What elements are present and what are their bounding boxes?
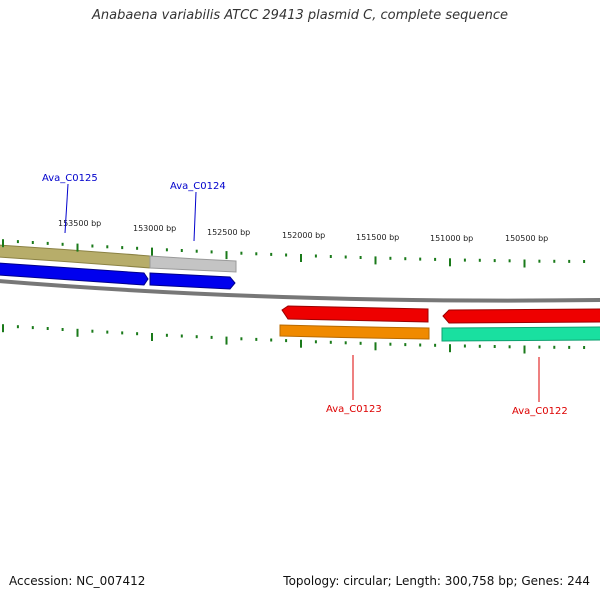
gene-label-ava-c0123[interactable]: Ava_C0123 [326, 404, 382, 415]
gene-arrow-ava-c0125[interactable] [0, 262, 149, 286]
tick-labels: 153500 bp 153000 bp 152500 bp 152000 bp … [58, 219, 548, 243]
tick-label-153500: 153500 bp [58, 219, 101, 228]
outer-tick-marks [2, 239, 586, 268]
cog-band-teal[interactable] [441, 326, 600, 342]
plasmid-backbone [0, 279, 600, 303]
leader-ava-c0124 [193, 191, 197, 242]
cog-band-grey[interactable] [149, 255, 237, 273]
gene-arrow-ava-c0123[interactable] [281, 305, 429, 323]
leader-ava-c0125 [64, 183, 69, 234]
gene-arrow-ava-c0122[interactable] [442, 308, 600, 324]
gene-arrow-ava-c0124[interactable] [149, 272, 236, 290]
tick-label-151500: 151500 bp [356, 233, 399, 242]
gene-label-ava-c0125[interactable]: Ava_C0125 [42, 173, 98, 184]
gene-label-ava-c0122[interactable]: Ava_C0122 [512, 406, 568, 417]
tick-label-152500: 152500 bp [207, 228, 250, 237]
map-title: Anabaena variabilis ATCC 29413 plasmid C… [92, 8, 508, 23]
accession-text: Accession: NC_007412 [9, 574, 146, 588]
tick-label-153000: 153000 bp [133, 224, 176, 233]
tick-label-150500: 150500 bp [505, 234, 548, 243]
tick-label-152000: 152000 bp [282, 231, 325, 240]
topology-summary-text: Topology: circular; Length: 300,758 bp; … [283, 574, 590, 588]
gene-label-ava-c0124[interactable]: Ava_C0124 [170, 181, 226, 192]
inner-tick-marks [2, 324, 586, 354]
cog-band-orange[interactable] [279, 324, 430, 340]
tick-label-151000: 151000 bp [430, 234, 473, 243]
